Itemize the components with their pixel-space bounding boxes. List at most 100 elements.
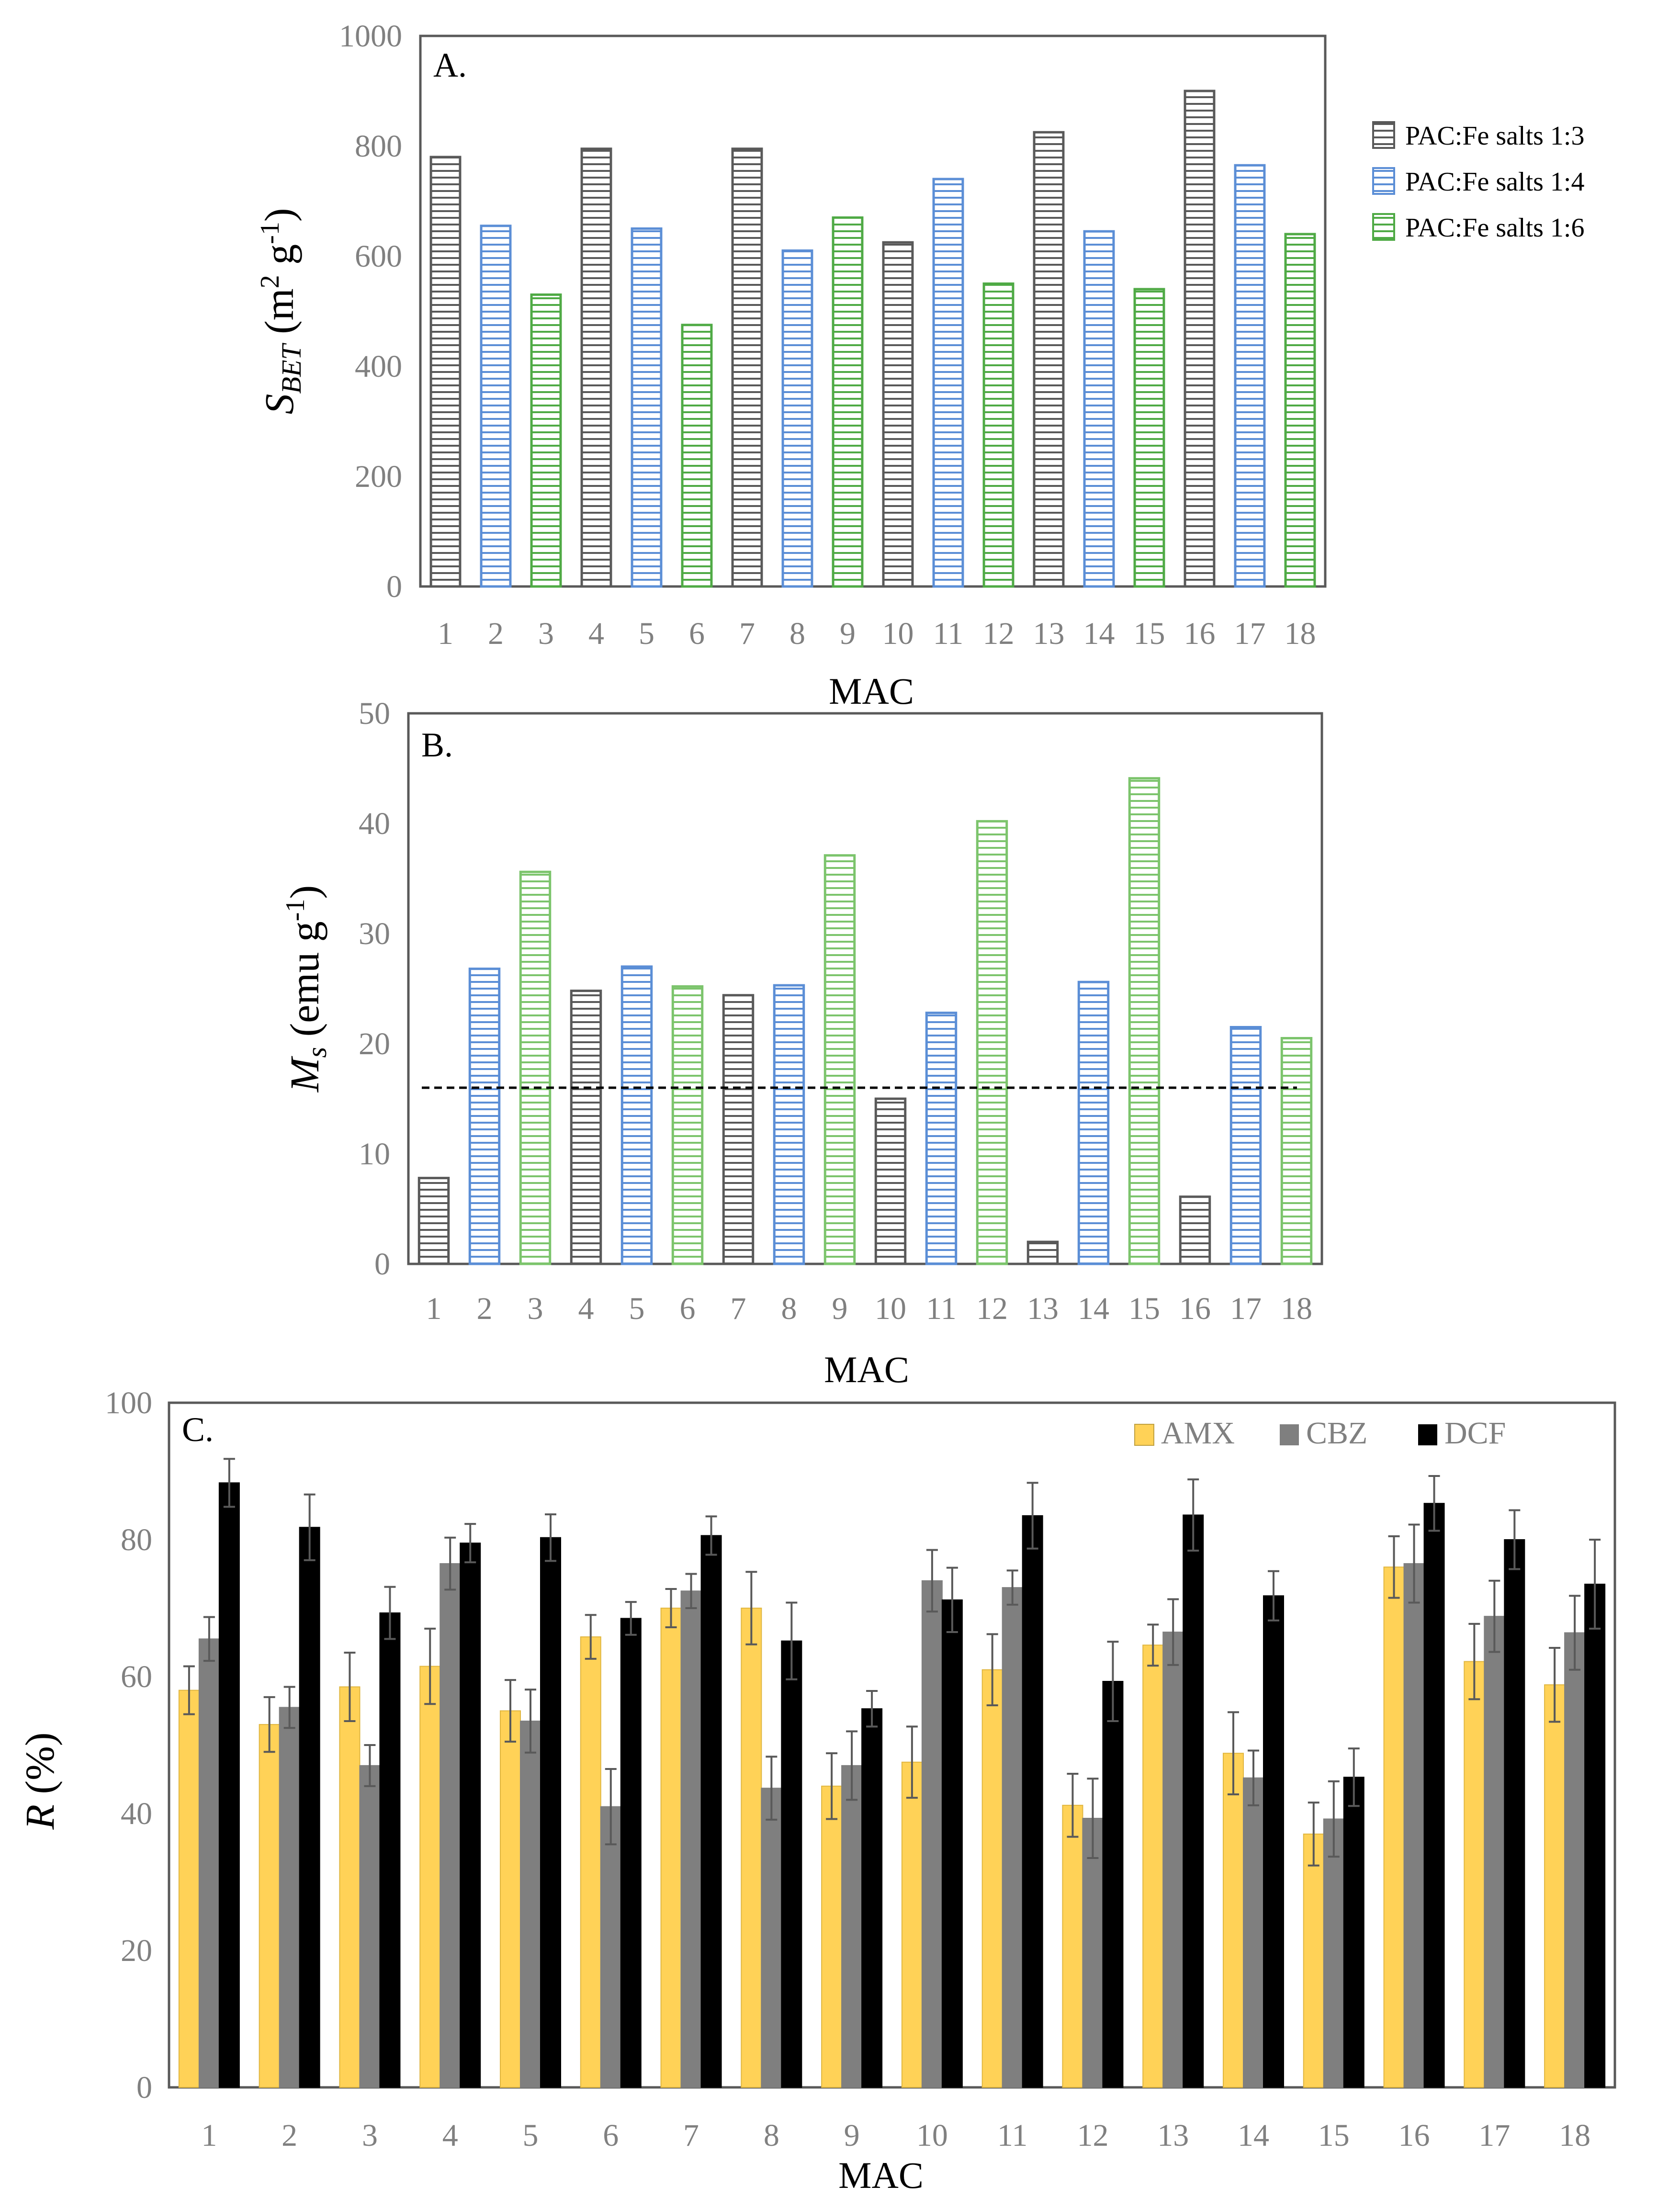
bar-cbz-mac-18 bbox=[1564, 1632, 1586, 2088]
error-bar-dcf-mac-15 bbox=[1348, 1747, 1360, 1807]
bar-mac-15 bbox=[1128, 777, 1161, 1265]
x-tick-label: 5 bbox=[639, 616, 654, 651]
x-tick-label: 9 bbox=[832, 1291, 848, 1326]
bar-dcf-mac-5 bbox=[540, 1537, 561, 2088]
bar-dcf-mac-17 bbox=[1504, 1539, 1525, 2088]
bar-mac-18 bbox=[1284, 233, 1316, 588]
pac-ratio-legend: PAC:Fe salts 1:3 PAC:Fe salts 1:4 PAC:Fe… bbox=[1372, 121, 1584, 243]
bar-amx-mac-3 bbox=[339, 1686, 361, 2088]
error-bar-amx-mac-6 bbox=[585, 1614, 597, 1660]
bar-cbz-mac-9 bbox=[841, 1765, 863, 2088]
bar-dcf-mac-3 bbox=[379, 1612, 401, 2088]
bar-mac-10 bbox=[882, 241, 914, 588]
error-bar-cbz-mac-1 bbox=[203, 1616, 215, 1662]
bar-dcf-mac-9 bbox=[861, 1708, 883, 2088]
y-tick-label: 20 bbox=[359, 1026, 390, 1061]
bar-cbz-mac-8 bbox=[761, 1788, 782, 2088]
error-bar-amx-mac-13 bbox=[1147, 1623, 1159, 1667]
panel-a-x-axis-title: MAC bbox=[829, 670, 914, 712]
bar-cbz-mac-6 bbox=[600, 1806, 621, 2088]
x-tick-label: 2 bbox=[282, 2118, 297, 2153]
x-tick-label: 6 bbox=[689, 616, 705, 651]
x-tick-label: 16 bbox=[1184, 616, 1216, 651]
x-tick-label: 18 bbox=[1285, 616, 1316, 651]
bar-mac-5 bbox=[620, 965, 653, 1265]
bar-dcf-mac-14 bbox=[1263, 1595, 1284, 2088]
panel-a-y-axis-sup1: 2 bbox=[255, 275, 285, 288]
panel-a-bars bbox=[429, 90, 1316, 588]
y-tick-label: 600 bbox=[355, 239, 402, 274]
y-tick-label: 40 bbox=[359, 806, 390, 841]
error-bar-cbz-mac-12 bbox=[1087, 1778, 1099, 1859]
x-tick-label: 11 bbox=[997, 2118, 1028, 2153]
bar-amx-mac-6 bbox=[580, 1636, 601, 2088]
x-tick-label: 17 bbox=[1478, 2118, 1510, 2153]
panel-b-y-axis-unit-close: ) bbox=[282, 885, 327, 899]
error-bar-amx-mac-10 bbox=[906, 1725, 918, 1799]
bar-mac-2 bbox=[468, 968, 501, 1265]
panel-c-bars bbox=[178, 1482, 1606, 2088]
panel-b-y-axis-subscript: s bbox=[301, 1047, 332, 1058]
panel-a-y-axis-symbol: S bbox=[256, 394, 302, 414]
bar-cbz-mac-13 bbox=[1162, 1632, 1184, 2088]
bar-amx-mac-14 bbox=[1223, 1753, 1244, 2088]
y-tick-label: 20 bbox=[121, 1933, 152, 1968]
error-bar-cbz-mac-14 bbox=[1248, 1749, 1259, 1806]
bar-amx-mac-16 bbox=[1383, 1566, 1405, 2088]
x-tick-label: 10 bbox=[916, 2118, 948, 2153]
error-bar-cbz-mac-7 bbox=[685, 1573, 697, 1609]
y-tick-label: 100 bbox=[105, 1386, 152, 1420]
error-bar-cbz-mac-11 bbox=[1006, 1569, 1018, 1606]
legend-label-pac13: PAC:Fe salts 1:3 bbox=[1405, 121, 1584, 151]
error-bar-amx-mac-17 bbox=[1468, 1622, 1480, 1701]
error-bar-dcf-mac-4 bbox=[464, 1523, 476, 1564]
x-tick-label: 1 bbox=[438, 616, 453, 651]
y-tick-label: 30 bbox=[359, 916, 390, 951]
bar-mac-9 bbox=[832, 216, 864, 588]
panel-a-label: A. bbox=[433, 46, 467, 84]
error-bar-cbz-mac-17 bbox=[1488, 1579, 1500, 1653]
bar-mac-12 bbox=[982, 282, 1015, 588]
legend-swatch-cbz bbox=[1280, 1424, 1299, 1445]
x-tick-label: 4 bbox=[588, 616, 604, 651]
bar-cbz-mac-16 bbox=[1403, 1563, 1425, 2088]
x-tick-label: 13 bbox=[1157, 2118, 1189, 2153]
bar-dcf-mac-7 bbox=[700, 1535, 722, 2088]
error-bar-amx-mac-11 bbox=[986, 1633, 998, 1707]
error-bar-cbz-mac-5 bbox=[525, 1689, 536, 1754]
bar-dcf-mac-12 bbox=[1102, 1681, 1124, 2088]
bar-dcf-mac-13 bbox=[1183, 1514, 1204, 2088]
error-bar-dcf-mac-3 bbox=[384, 1586, 396, 1640]
x-tick-label: 4 bbox=[578, 1291, 594, 1326]
x-tick-label: 16 bbox=[1179, 1291, 1211, 1326]
x-tick-label: 7 bbox=[731, 1291, 746, 1326]
x-tick-label: 5 bbox=[629, 1291, 645, 1326]
x-tick-label: 9 bbox=[840, 616, 856, 651]
y-tick-label: 40 bbox=[121, 1796, 152, 1831]
error-bar-amx-mac-9 bbox=[826, 1752, 838, 1820]
bar-amx-mac-15 bbox=[1303, 1833, 1324, 2088]
bar-dcf-mac-1 bbox=[218, 1482, 240, 2088]
legend-swatch-pac13 bbox=[1372, 121, 1395, 149]
x-tick-label: 3 bbox=[538, 616, 554, 651]
legend-label-cbz: CBZ bbox=[1306, 1416, 1367, 1451]
bar-mac-8 bbox=[773, 984, 805, 1265]
error-bar-dcf-mac-13 bbox=[1187, 1478, 1199, 1552]
bar-mac-6 bbox=[671, 985, 704, 1265]
x-tick-label: 13 bbox=[1027, 1291, 1059, 1326]
panel-b-frame bbox=[407, 712, 1323, 1265]
y-tick-label: 60 bbox=[121, 1659, 152, 1694]
panel-a-y-axis-unit-mid: g bbox=[256, 244, 302, 275]
error-bar-amx-mac-7 bbox=[665, 1588, 677, 1629]
bar-cbz-mac-14 bbox=[1243, 1777, 1264, 2088]
error-bar-amx-mac-18 bbox=[1549, 1646, 1561, 1723]
x-tick-label: 4 bbox=[442, 2118, 458, 2153]
bar-mac-13 bbox=[1033, 131, 1065, 588]
bar-amx-mac-13 bbox=[1142, 1645, 1164, 2088]
x-tick-label: 8 bbox=[764, 2118, 779, 2153]
error-bar-dcf-mac-1 bbox=[223, 1458, 235, 1508]
panel-a-y-axis-unit-close: ) bbox=[256, 208, 302, 222]
legend-label-dcf: DCF bbox=[1444, 1416, 1506, 1451]
